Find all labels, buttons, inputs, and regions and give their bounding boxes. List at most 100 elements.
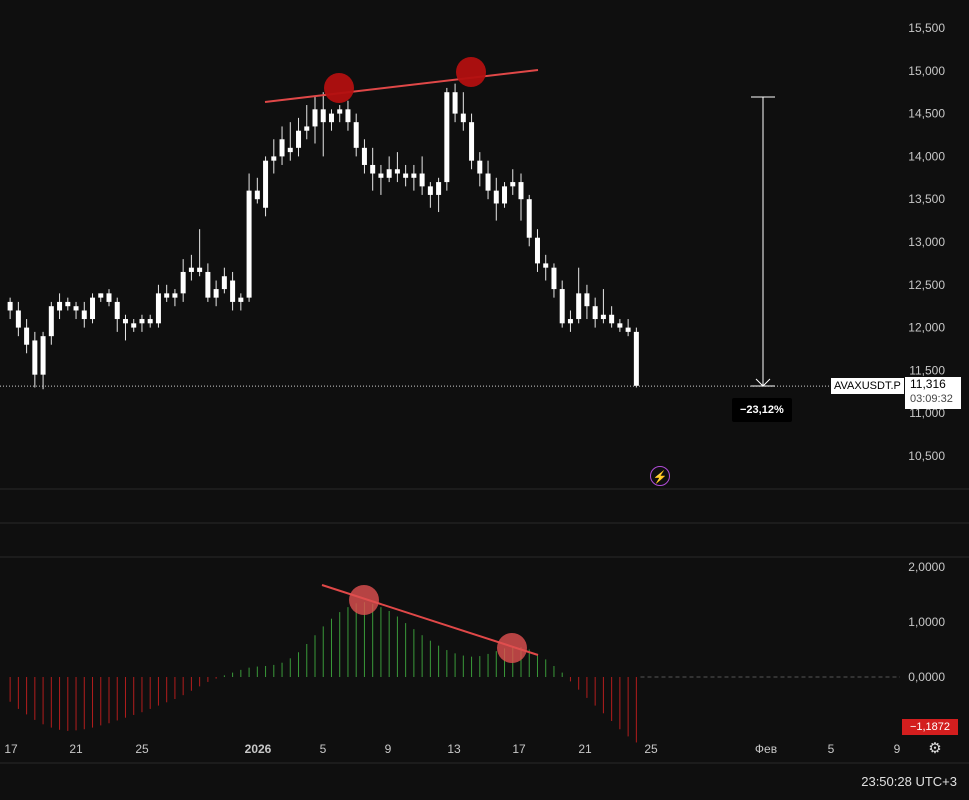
candle-body <box>345 109 351 123</box>
candle-body <box>460 113 466 123</box>
candle-body <box>188 267 194 272</box>
time-tick-label: Фев <box>755 742 777 756</box>
candle-body <box>493 190 499 204</box>
indicator-peak-marker <box>497 633 527 663</box>
candle-body <box>238 297 244 302</box>
candle-body <box>320 109 326 123</box>
drawings <box>0 57 830 663</box>
time-tick-label: 25 <box>644 742 658 756</box>
time-tick-label: 17 <box>512 742 526 756</box>
candle-body <box>567 319 573 324</box>
candle-body <box>469 122 475 161</box>
candle-body <box>197 267 203 272</box>
candle-body <box>114 301 120 320</box>
candle-body <box>378 173 384 178</box>
candle-body <box>122 319 128 324</box>
time-tick-label: 9 <box>385 742 392 756</box>
candle-body <box>394 169 400 174</box>
lightning-icon[interactable]: ⚡ <box>650 466 670 486</box>
candle-body <box>271 156 277 161</box>
candle-body <box>73 306 79 311</box>
candlestick-series <box>7 83 639 390</box>
candle-body <box>81 310 87 320</box>
candle-body <box>477 160 483 174</box>
candle-body <box>576 293 582 320</box>
price-tick-label: 12,500 <box>908 278 945 292</box>
last-price-label: 11,316 03:09:32 <box>905 377 961 409</box>
candle-body <box>361 147 367 165</box>
price-tick-label: 11,500 <box>909 363 945 377</box>
candle-body <box>353 122 359 148</box>
last-price-value: 11,316 <box>910 377 946 391</box>
candle-body <box>24 327 30 345</box>
candle-body <box>155 293 161 324</box>
indicator-histogram <box>9 602 637 743</box>
candle-body <box>106 293 112 302</box>
candle-body <box>213 289 219 298</box>
candle-body <box>205 271 211 298</box>
candle-body <box>131 323 137 328</box>
candle-body <box>90 297 96 320</box>
price-tick-label: 10,500 <box>908 449 945 463</box>
time-tick-label: 17 <box>4 742 18 756</box>
candle-body <box>263 160 269 208</box>
clock-label: 23:50:28 UTC+3 <box>861 774 957 789</box>
candle-body <box>584 293 590 307</box>
axes: 15,500 15,000 14,500 14,000 13,500 13,000 12,5… <box>0 21 969 764</box>
candle-body <box>526 199 532 238</box>
time-tick-label: 9 <box>894 742 901 756</box>
price-tick-label: 13,500 <box>908 192 945 206</box>
indicator-tick-label: 0,0000 <box>908 670 945 684</box>
candle-body <box>337 109 343 114</box>
price-tick-label: 14,500 <box>908 107 945 121</box>
candle-body <box>502 186 508 204</box>
indicator-value-label: −1,1872 <box>902 719 958 735</box>
time-tick-label: 21 <box>578 742 592 756</box>
candle-body <box>312 109 318 127</box>
candle-body <box>279 139 285 157</box>
candle-body <box>551 267 557 290</box>
indicator-tick-label: 1,0000 <box>908 615 945 629</box>
candle-body <box>254 190 260 200</box>
candle-body <box>592 306 598 320</box>
peak-marker <box>324 73 354 103</box>
time-tick-label: 21 <box>69 742 83 756</box>
time-tick-label: 2026 <box>245 742 272 756</box>
candle-body <box>296 130 302 148</box>
candle-body <box>370 164 376 174</box>
candle-body <box>221 276 227 290</box>
indicator-tick-label: 2,0000 <box>908 560 945 574</box>
candle-body <box>7 301 13 311</box>
candle-body <box>32 340 38 375</box>
candle-body <box>230 280 236 302</box>
top-trendline <box>264 69 539 103</box>
price-tick-label: 11,000 <box>909 406 945 420</box>
candle-body <box>164 293 170 298</box>
indicator-peak-marker <box>349 585 379 615</box>
candle-body <box>139 319 145 324</box>
time-tick-label: 25 <box>135 742 149 756</box>
price-tick-label: 14,000 <box>908 149 945 163</box>
peak-marker <box>456 57 486 87</box>
bar-countdown: 03:09:32 <box>910 393 953 405</box>
candle-body <box>147 319 153 324</box>
candle-body <box>386 169 392 178</box>
candle-body <box>617 323 623 328</box>
candle-body <box>518 182 524 200</box>
candle-body <box>485 173 491 191</box>
candle-body <box>304 126 310 131</box>
candle-body <box>543 263 549 268</box>
candle-body <box>559 289 565 324</box>
price-tick-label: 15,000 <box>908 64 945 78</box>
price-tick-label: 12,000 <box>908 321 945 335</box>
time-tick-label: 5 <box>320 742 327 756</box>
candle-body <box>625 327 631 332</box>
settings-gear-icon[interactable]: ⚙ <box>928 740 942 757</box>
candle-body <box>172 293 178 298</box>
candle-body <box>180 271 186 294</box>
time-tick-label: 13 <box>447 742 461 756</box>
candle-body <box>48 306 54 337</box>
candle-body <box>57 301 63 311</box>
candle-body <box>411 173 417 178</box>
